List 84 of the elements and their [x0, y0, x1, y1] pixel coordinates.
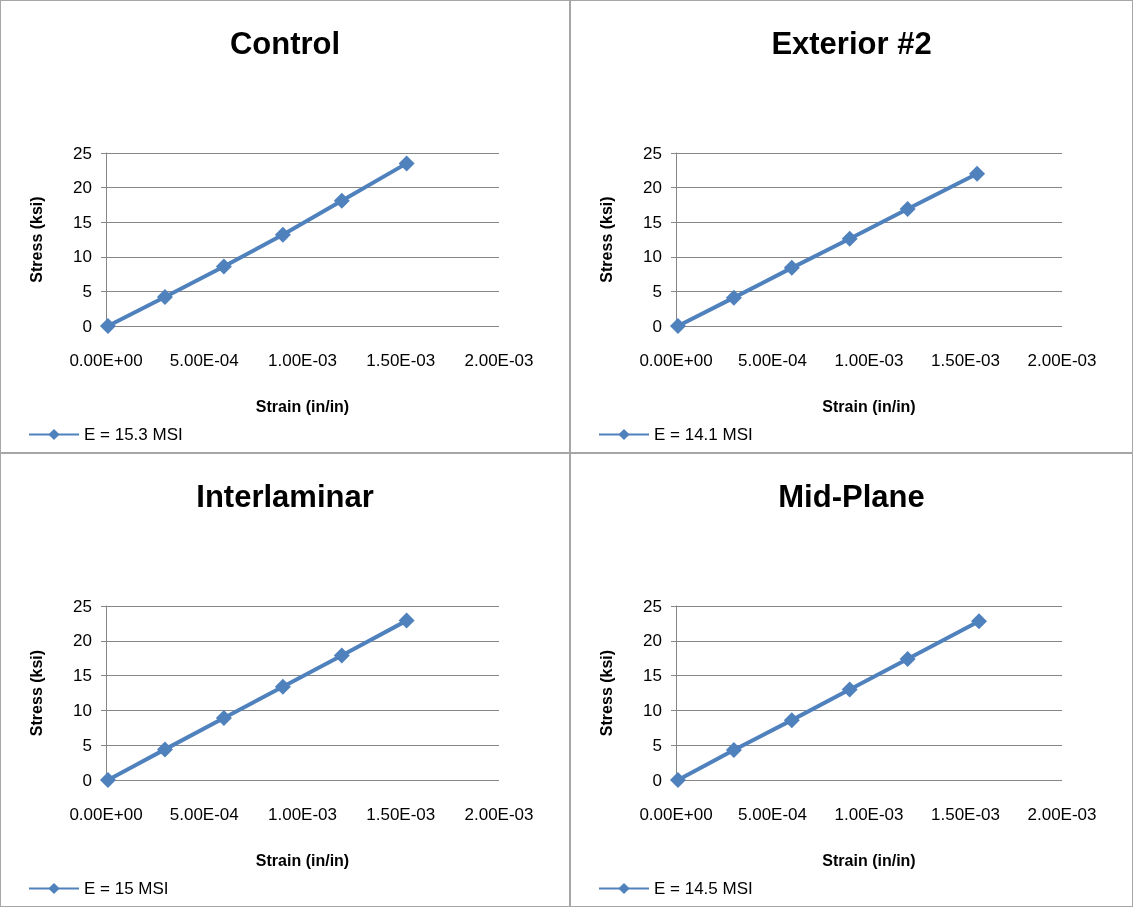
- point: [156, 288, 173, 305]
- y-axis-title: Stress (ksi): [27, 196, 45, 283]
- x-tick-label: 2.00E-03: [1027, 351, 1097, 370]
- point: [669, 318, 686, 334]
- y-tick-label: 10: [643, 247, 662, 267]
- point: [783, 712, 800, 729]
- y-tick-label: 15: [73, 666, 92, 686]
- y-tick-label: 20: [73, 631, 92, 651]
- y-tick-label: 15: [643, 666, 662, 686]
- x-tick-label: 0.00E+00: [639, 805, 713, 824]
- x-tick-label: 5.00E-04: [169, 805, 239, 824]
- y-axis-title: Stress (ksi): [27, 649, 45, 737]
- y-tick-label: 5: [82, 735, 92, 755]
- x-tick-label: 0.00E+00: [69, 805, 143, 824]
- y-tick-label: 5: [652, 281, 662, 301]
- point: [156, 741, 173, 758]
- y-tick-label: 10: [643, 700, 662, 720]
- x-axis-title: Strain (in/in): [822, 397, 916, 415]
- legend-label: E = 15.3 MSI: [84, 425, 183, 444]
- point: [971, 613, 988, 630]
- point: [333, 192, 350, 209]
- y-tick-label: 0: [652, 770, 662, 790]
- point: [398, 155, 415, 172]
- y-tick-label: 25: [643, 596, 662, 616]
- y-tick-label: 15: [73, 212, 92, 232]
- point: [725, 742, 742, 759]
- x-tick-label: 2.00E-03: [464, 805, 534, 824]
- x-tick-label: 1.50E-03: [931, 351, 1000, 370]
- y-tick-label: 25: [73, 143, 92, 163]
- chart-title: Mid-Plane: [778, 479, 925, 514]
- legend-label: E = 15 MSI: [84, 879, 169, 898]
- x-tick-label: 1.00E-03: [268, 351, 337, 370]
- point: [274, 678, 291, 695]
- x-tick-label: 5.00E-04: [738, 351, 807, 370]
- y-tick-label: 10: [73, 700, 92, 720]
- point: [333, 647, 350, 664]
- chart-title: Exterior #2: [771, 26, 932, 61]
- y-axis-title: Stress (ksi): [597, 196, 615, 283]
- x-axis-title: Strain (in/in): [255, 397, 350, 415]
- y-tick-label: 5: [652, 735, 662, 755]
- point: [99, 772, 116, 788]
- x-tick-label: 2.00E-03: [1027, 805, 1097, 824]
- x-tick-label: 1.00E-03: [268, 805, 337, 824]
- point: [899, 201, 916, 218]
- y-tick-label: 15: [643, 212, 662, 232]
- point: [99, 318, 116, 334]
- x-tick-label: 5.00E-04: [169, 351, 239, 370]
- point: [969, 165, 986, 182]
- chart-title: Interlaminar: [196, 479, 374, 514]
- x-axis-title: Strain (in/in): [822, 851, 916, 869]
- y-tick-label: 5: [82, 281, 92, 301]
- point: [215, 710, 232, 727]
- point: [841, 230, 858, 247]
- x-tick-label: 0.00E+00: [69, 351, 143, 370]
- legend-label: E = 14.1 MSI: [654, 425, 753, 444]
- y-tick-label: 20: [643, 631, 662, 651]
- y-tick-label: 25: [73, 596, 92, 616]
- y-axis-title: Stress (ksi): [597, 649, 615, 737]
- x-tick-label: 5.00E-04: [738, 805, 807, 824]
- x-tick-label: 1.50E-03: [366, 805, 436, 824]
- point: [274, 226, 291, 243]
- point: [783, 259, 800, 276]
- chart-title: Control: [229, 26, 341, 61]
- y-tick-label: 0: [82, 770, 92, 790]
- y-tick-label: 0: [82, 316, 92, 336]
- y-tick-label: 10: [73, 247, 92, 267]
- point: [215, 258, 232, 275]
- y-tick-label: 20: [643, 178, 662, 198]
- y-tick-label: 20: [73, 178, 92, 198]
- legend-label: E = 14.5 MSI: [654, 879, 753, 898]
- x-tick-label: 1.50E-03: [366, 351, 436, 370]
- x-tick-label: 1.50E-03: [931, 805, 1000, 824]
- x-tick-label: 0.00E+00: [639, 351, 713, 370]
- point: [725, 289, 742, 306]
- x-tick-label: 1.00E-03: [834, 351, 904, 370]
- x-tick-label: 2.00E-03: [464, 351, 534, 370]
- x-tick-label: 1.00E-03: [834, 805, 904, 824]
- point: [398, 612, 415, 629]
- point: [669, 772, 686, 788]
- point: [899, 650, 916, 667]
- y-tick-label: 0: [652, 316, 662, 336]
- point: [841, 681, 858, 698]
- y-tick-label: 25: [643, 143, 662, 163]
- x-axis-title: Strain (in/in): [255, 851, 350, 869]
